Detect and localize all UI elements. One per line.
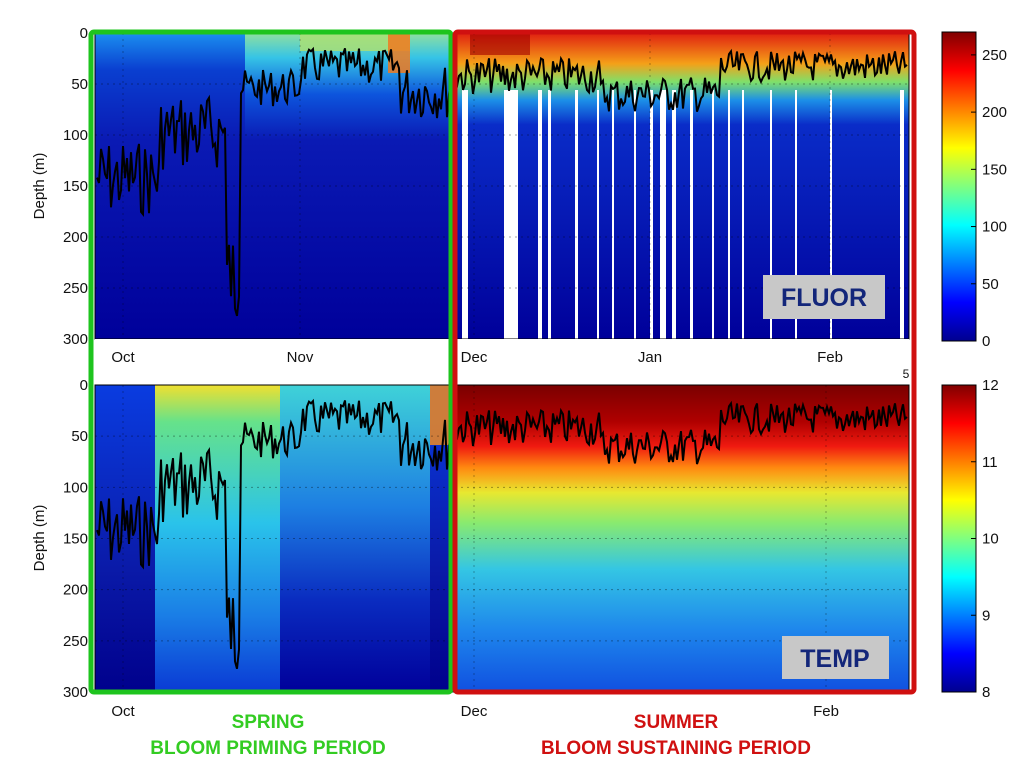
fluor-gap-stripe <box>728 90 730 339</box>
fluor-y-tick-label: 0 <box>80 25 88 42</box>
temp-colorbar-tick-label: 11 <box>982 454 998 471</box>
fluor-y-tick-label: 300 <box>63 331 88 348</box>
fluor-gap-stripe <box>830 90 832 339</box>
fluor-xaxis-band <box>95 339 909 385</box>
fluor-x-tick-label: Oct <box>111 349 135 366</box>
fluor-gap-stripe <box>660 90 666 339</box>
fluor-gap-stripe <box>712 90 714 339</box>
fluor-gap-stripe <box>795 90 797 339</box>
temp-mixed-layer-depth-line <box>96 398 908 670</box>
fluor-colorbar-ticks: 0 50 100 150 200 250 <box>971 47 1007 350</box>
temp-x-tick-label: Oct <box>111 703 135 720</box>
temp-x-tick-labels: Oct Dec Feb <box>111 703 839 720</box>
temp-y-tick-label: 100 <box>63 479 88 496</box>
fluor-y-tick-labels: 0 50 100 150 200 250 300 <box>63 25 88 348</box>
fluor-colorbar-tick-label: 100 <box>982 219 1007 236</box>
fluor-surface-hotspot <box>388 33 410 73</box>
summer-period-box <box>452 29 917 695</box>
fluor-gap-stripe <box>548 90 551 339</box>
fluor-y-tick-label: 250 <box>63 280 88 297</box>
fluor-spring-field-late <box>245 33 450 339</box>
fluor-gap-stripe <box>575 90 578 339</box>
temp-colorbar-tick-label: 8 <box>982 684 990 701</box>
fluor-colorbar-tick-label: 250 <box>982 47 1007 64</box>
summer-title: SUMMER <box>634 712 719 733</box>
fluor-data-gaps <box>462 90 904 339</box>
fluor-gap-stripe <box>672 90 676 339</box>
temp-y-tick-label: 300 <box>63 684 88 701</box>
fluor-gap-stripe <box>650 90 653 339</box>
fluor-gap-stripe <box>504 90 518 339</box>
fluor-colorbar-tick-label: 150 <box>982 161 1007 178</box>
temp-badge-bg <box>782 636 889 679</box>
fluor-x-tick-label: Jan <box>638 349 662 366</box>
temp-y-tick-labels: 0 50 100 150 200 250 300 <box>63 377 88 701</box>
spring-title: SPRING <box>232 712 305 733</box>
fluor-y-tick-label: 200 <box>63 229 88 246</box>
fluor-y-tick-label: 100 <box>63 127 88 144</box>
temp-grid <box>95 385 909 692</box>
fluor-x-tick-label: Feb <box>817 349 843 366</box>
fluor-panel <box>95 33 909 339</box>
fluor-gap-stripe <box>690 90 693 339</box>
fluor-gap-stripe <box>538 90 542 339</box>
fluor-surface-bloom-patch <box>300 33 410 51</box>
fluor-badge-bg <box>763 275 885 319</box>
fluor-badge: FLUOR <box>763 275 885 319</box>
temp-colorbar-tick-label: 10 <box>982 531 999 548</box>
fluor-mixed-layer-depth-line <box>96 46 908 317</box>
fluor-gap-stripe <box>612 90 614 339</box>
temp-y-tick-label: 250 <box>63 633 88 650</box>
stray-tick-label: 5 <box>903 367 910 381</box>
temp-y-tick-label: 50 <box>71 428 88 445</box>
fluor-x-tick-label: Dec <box>461 349 488 366</box>
temp-y-tick-label: 0 <box>80 377 88 394</box>
spring-subtitle: BLOOM PRIMING PERIOD <box>150 738 385 759</box>
fluor-colorbar-ramp <box>941 31 977 342</box>
temp-spring-field-early <box>95 385 155 692</box>
fluor-summer-max-patch <box>470 33 530 55</box>
summer-subtitle: BLOOM SUSTAINING PERIOD <box>541 738 811 759</box>
fluor-y-tick-label: 150 <box>63 178 88 195</box>
temp-y-tick-label: 200 <box>63 582 88 599</box>
fluor-x-tick-labels: Oct Nov Dec Jan Feb <box>111 349 843 366</box>
temp-colorbar-ticks: 8 9 10 11 12 <box>971 377 999 701</box>
fluor-gap-stripe <box>462 90 468 339</box>
fluor-gap-stripe <box>770 90 772 339</box>
temp-badge-label: TEMP <box>800 645 869 673</box>
fluor-gap-stripe <box>597 90 599 339</box>
fluor-badge-label: FLUOR <box>781 284 867 312</box>
fluor-colorbar-tick-label: 50 <box>982 276 999 293</box>
temp-colorbar-tick-label: 12 <box>982 377 999 394</box>
fluor-colorbar-tick-label: 0 <box>982 333 990 350</box>
temp-x-tick-label: Feb <box>813 703 839 720</box>
temp-y-tick-label: 150 <box>63 531 88 548</box>
temp-colorbar: 8 9 10 11 12 <box>941 377 999 701</box>
temp-spring-field-end <box>430 385 450 692</box>
fluor-spring-field-early <box>95 33 245 339</box>
fluor-gap-stripe <box>634 90 636 339</box>
fluor-y-tick-label: 50 <box>71 76 88 93</box>
fluor-gap-stripe <box>742 90 744 339</box>
fluor-ylabel: Depth (m) <box>31 153 48 220</box>
fluor-x-tick-label: Nov <box>287 349 314 366</box>
spring-period-box <box>88 29 454 695</box>
fluor-colorbar-tick-label: 200 <box>982 104 1007 121</box>
fluor-colorbar: 0 50 100 150 200 250 <box>941 31 1007 350</box>
temp-colorbar-ramp <box>941 384 977 693</box>
fluor-gap-stripe <box>900 90 904 339</box>
temp-colorbar-tick-label: 9 <box>982 607 990 624</box>
temp-x-tick-label: Dec <box>461 703 488 720</box>
temp-badge: TEMP <box>782 636 889 679</box>
temp-ylabel: Depth (m) <box>31 505 48 572</box>
